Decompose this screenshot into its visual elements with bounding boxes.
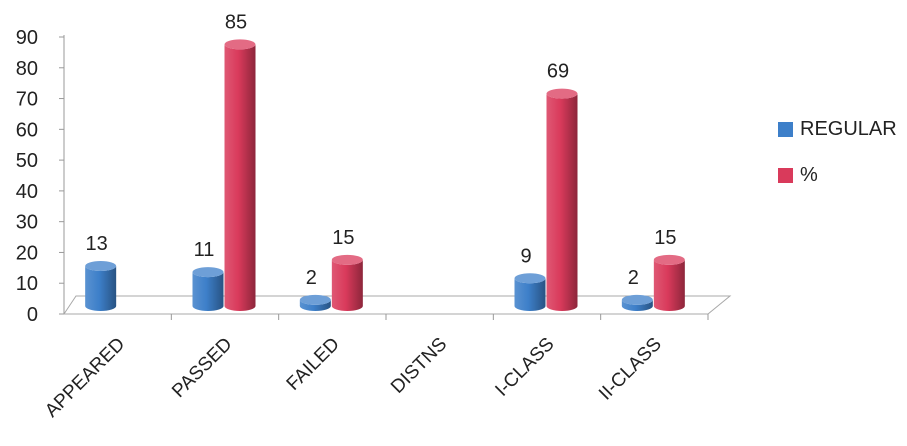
legend-swatch-percent — [778, 167, 793, 183]
bar-top-cap — [653, 254, 685, 265]
bar-top-cap — [192, 267, 224, 278]
legend-label-regular: REGULAR — [800, 117, 897, 140]
x-tick-label: PASSED — [168, 334, 236, 402]
legend-label-percent: % — [800, 163, 818, 186]
x-tick-label: DISTNS — [387, 334, 451, 398]
data-label: 11 — [194, 239, 215, 261]
bar-top-cap — [514, 273, 546, 284]
y-tick-label: 90 — [16, 27, 38, 49]
legend-swatch-regular — [778, 121, 793, 137]
bar-regular-ii-class — [621, 299, 653, 311]
legend-item-percent: % — [778, 162, 897, 188]
y-tick-label: 50 — [16, 150, 38, 172]
bar-percent-i-class — [546, 93, 578, 311]
data-label: 85 — [225, 11, 247, 33]
data-label: 13 — [86, 233, 108, 255]
y-tick-label: 30 — [16, 212, 38, 234]
bar-regular-i-class — [514, 278, 546, 311]
data-label: 15 — [654, 227, 676, 249]
y-tick-label: 10 — [16, 273, 38, 295]
bar-top-cap — [85, 260, 117, 271]
bar-top-cap — [331, 254, 363, 265]
y-tick-label: 70 — [16, 89, 38, 111]
x-tick-label: II-CLASS — [595, 334, 666, 405]
legend-item-regular: REGULAR — [778, 116, 897, 142]
y-tick-label: 60 — [16, 119, 38, 141]
y-tick-label: 20 — [16, 242, 38, 264]
bar-top-cap — [299, 294, 331, 305]
bar-percent-passed — [224, 44, 256, 311]
data-label: 2 — [306, 267, 317, 289]
y-tick-label: 80 — [16, 58, 38, 80]
bar-regular-passed — [192, 272, 224, 311]
bar-top-cap — [224, 39, 256, 50]
bar-regular-failed — [299, 299, 331, 311]
bar-top-cap — [621, 294, 653, 305]
x-tick-label: APPEARED — [41, 334, 129, 422]
bar-regular-appeared — [85, 265, 117, 311]
bar-percent-ii-class — [653, 259, 685, 311]
data-label: 2 — [628, 267, 639, 289]
bar-percent-failed — [331, 259, 363, 311]
bar-top-cap — [546, 88, 578, 99]
y-tick-label: 0 — [27, 304, 38, 326]
data-label: 9 — [520, 245, 531, 267]
data-label: 69 — [547, 61, 569, 83]
x-tick-label: FAILED — [283, 334, 344, 395]
y-tick-label: 40 — [16, 181, 38, 203]
chart-legend: REGULAR % — [778, 116, 897, 208]
x-tick-label: I-CLASS — [491, 334, 558, 401]
data-label: 15 — [332, 227, 354, 249]
